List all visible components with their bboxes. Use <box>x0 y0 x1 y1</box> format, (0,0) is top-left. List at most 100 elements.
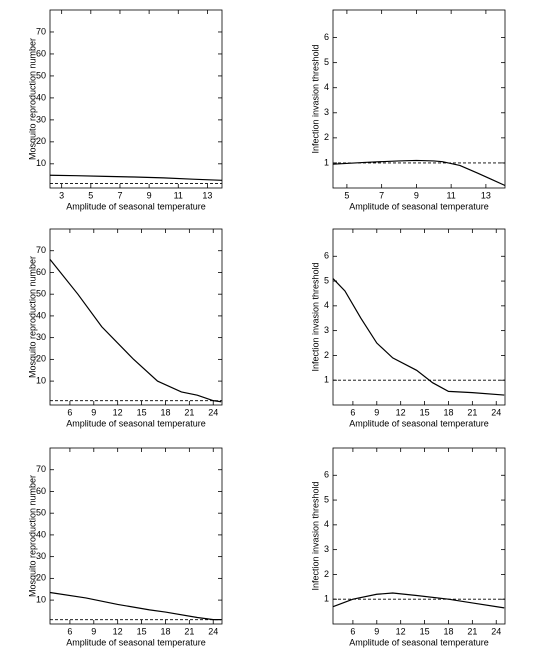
y-tick-label: 70 <box>36 464 46 474</box>
y-tick-label: 4 <box>324 519 329 529</box>
x-tick-label: 21 <box>467 407 477 417</box>
x-tick-label: 6 <box>67 407 72 417</box>
y-tick-label: 3 <box>324 107 329 117</box>
x-tick-label: 12 <box>396 626 406 636</box>
plot-frame <box>49 447 223 625</box>
x-tick-label: 18 <box>443 407 453 417</box>
y-tick-label: 1 <box>324 157 329 167</box>
y-tick-label: 70 <box>36 245 46 255</box>
x-tick-label: 11 <box>446 190 455 200</box>
x-tick-label: 6 <box>350 407 355 417</box>
y-tick-label: 60 <box>36 486 46 496</box>
y-tick-label: 20 <box>36 354 46 364</box>
y-tick-label: 10 <box>36 375 46 385</box>
y-tick-label: 1 <box>324 375 329 385</box>
curve <box>332 159 506 187</box>
y-tick-label: 30 <box>36 332 46 342</box>
y-tick-label: 40 <box>36 529 46 539</box>
x-tick-label: 9 <box>91 626 96 636</box>
x-tick-label: 18 <box>160 626 170 636</box>
curve <box>49 174 223 181</box>
x-tick-label: 13 <box>202 190 212 200</box>
y-tick-label: 40 <box>36 310 46 320</box>
x-tick-label: 6 <box>67 626 72 636</box>
y-tick-label: 10 <box>36 594 46 604</box>
x-tick-label: 9 <box>91 407 96 417</box>
x-tick-label: 13 <box>481 190 491 200</box>
x-tick-label: 24 <box>491 407 501 417</box>
y-axis-label: Infection invasion threshold <box>310 481 320 590</box>
y-tick-label: 6 <box>324 470 329 480</box>
x-tick-label: 21 <box>184 626 194 636</box>
x-tick-label: 15 <box>420 626 430 636</box>
y-tick-label: 1 <box>324 594 329 604</box>
y-tick-label: 60 <box>36 48 46 58</box>
y-tick-label: 20 <box>36 573 46 583</box>
y-tick-label: 3 <box>324 544 329 554</box>
x-tick-label: 3 <box>59 190 64 200</box>
x-tick-label: 6 <box>350 626 355 636</box>
x-tick-label: 9 <box>374 407 379 417</box>
y-tick-label: 4 <box>324 300 329 310</box>
x-tick-label: 12 <box>113 626 123 636</box>
x-tick-label: 21 <box>467 626 477 636</box>
y-tick-label: 40 <box>36 92 46 102</box>
x-tick-label: 12 <box>113 407 123 417</box>
x-tick-label: 24 <box>491 626 501 636</box>
y-axis-label: Mosquito reproduction number <box>27 256 37 378</box>
y-tick-label: 5 <box>324 275 329 285</box>
x-axis-label: Amplitude of seasonal temperature <box>66 637 206 647</box>
y-tick-label: 50 <box>36 508 46 518</box>
curve <box>332 278 505 396</box>
y-tick-label: 6 <box>324 32 329 42</box>
x-tick-label: 15 <box>137 407 147 417</box>
x-tick-label: 12 <box>396 407 406 417</box>
plot-frame <box>332 228 506 406</box>
x-tick-label: 18 <box>443 626 453 636</box>
y-tick-label: 3 <box>324 325 329 335</box>
plot-frame <box>332 447 506 625</box>
x-axis-label: Amplitude of seasonal temperature <box>349 637 489 647</box>
x-tick-label: 11 <box>174 190 183 200</box>
x-tick-label: 5 <box>88 190 93 200</box>
x-tick-label: 24 <box>208 626 218 636</box>
plot-frame <box>49 9 223 189</box>
y-tick-label: 6 <box>324 251 329 261</box>
y-tick-label: 2 <box>324 350 329 360</box>
x-tick-label: 9 <box>414 190 419 200</box>
x-tick-label: 24 <box>208 407 218 417</box>
y-tick-label: 30 <box>36 114 46 124</box>
y-tick-label: 70 <box>36 26 46 36</box>
y-tick-label: 50 <box>36 70 46 80</box>
x-tick-label: 7 <box>379 190 384 200</box>
y-tick-label: 10 <box>36 158 46 168</box>
curve <box>49 259 222 403</box>
x-axis-label: Amplitude of seasonal temperature <box>349 418 489 428</box>
y-tick-label: 60 <box>36 267 46 277</box>
x-tick-label: 9 <box>374 626 379 636</box>
y-tick-label: 2 <box>324 132 329 142</box>
y-axis-label: Infection invasion threshold <box>310 44 320 153</box>
y-tick-label: 5 <box>324 494 329 504</box>
x-tick-label: 9 <box>147 190 152 200</box>
x-tick-label: 21 <box>184 407 194 417</box>
y-tick-label: 2 <box>324 569 329 579</box>
plot-frame <box>332 9 506 189</box>
y-axis-label: Mosquito reproduction number <box>27 475 37 597</box>
x-tick-label: 15 <box>420 407 430 417</box>
y-axis-label: Infection invasion threshold <box>310 262 320 371</box>
y-tick-label: 5 <box>324 57 329 67</box>
y-tick-label: 4 <box>324 82 329 92</box>
curve <box>332 592 505 609</box>
x-axis-label: Amplitude of seasonal temperature <box>66 418 206 428</box>
x-tick-label: 18 <box>160 407 170 417</box>
x-axis-label: Amplitude of seasonal temperature <box>349 201 489 211</box>
x-tick-label: 15 <box>137 626 147 636</box>
y-tick-label: 30 <box>36 551 46 561</box>
y-tick-label: 20 <box>36 136 46 146</box>
x-axis-label: Amplitude of seasonal temperature <box>66 201 206 211</box>
y-axis-label: Mosquito reproduction number <box>27 38 37 160</box>
curve <box>49 591 222 621</box>
x-tick-label: 5 <box>344 190 349 200</box>
